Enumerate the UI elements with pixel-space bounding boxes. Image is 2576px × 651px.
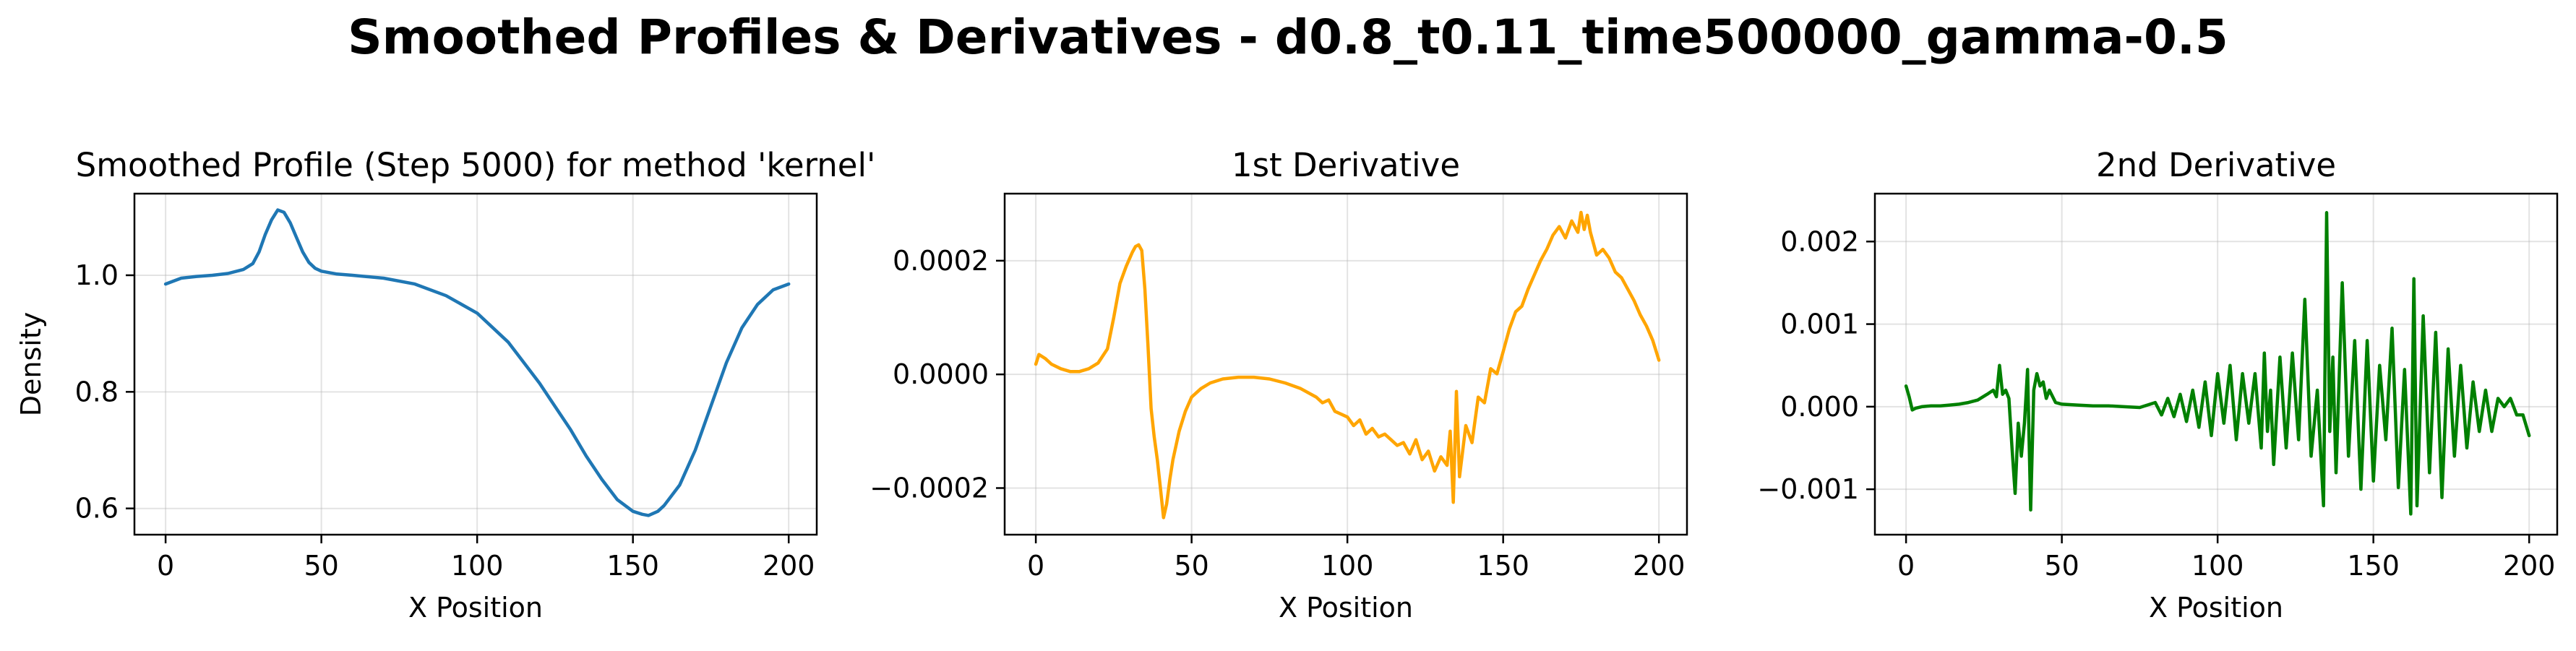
x-tick-label: 50 bbox=[2044, 550, 2079, 582]
x-tick-label: 100 bbox=[2191, 550, 2244, 582]
x-tick-label: 0 bbox=[157, 550, 174, 582]
subplot-title: 2nd Derivative bbox=[2096, 146, 2336, 184]
x-tick-label: 200 bbox=[763, 550, 815, 582]
x-tick-label: 100 bbox=[1321, 550, 1374, 582]
x-tick-label: 50 bbox=[1174, 550, 1208, 582]
subplot-2: 0 50 100 150 200 −0.0002 0.0000 0.0002 1st Deriv… bbox=[870, 146, 1688, 624]
x-axis-label: X Position bbox=[408, 592, 543, 624]
series-line bbox=[163, 208, 791, 517]
y-tick-label: 0.0002 bbox=[893, 245, 989, 277]
x-axis-label: X Position bbox=[1279, 592, 1413, 624]
x-tick-label: 0 bbox=[1897, 550, 1915, 582]
x-tick-label: 150 bbox=[606, 550, 659, 582]
x-tick-label: 150 bbox=[1477, 550, 1529, 582]
y-tick-label: 0.0000 bbox=[893, 358, 989, 390]
subplot-title: 1st Derivative bbox=[1232, 146, 1460, 184]
series-line bbox=[1904, 211, 2531, 516]
figure-suptitle: Smoothed Profiles & Derivatives - d0.8_t… bbox=[348, 9, 2228, 65]
subplot-title: Smoothed Profile (Step 5000) for method … bbox=[76, 146, 876, 184]
x-tick-label: 200 bbox=[1633, 550, 1686, 582]
x-tick-label: 50 bbox=[304, 550, 338, 582]
axes-frame bbox=[1003, 192, 1688, 536]
y-tick-label: 0.8 bbox=[75, 376, 119, 408]
y-axis-label: Density bbox=[15, 312, 47, 416]
x-tick-label: 100 bbox=[451, 550, 504, 582]
y-tick-label: 0.000 bbox=[1780, 391, 1859, 423]
axes-frame bbox=[1873, 192, 2559, 536]
y-tick-label: −0.001 bbox=[1757, 473, 1859, 505]
y-tick-label: −0.0002 bbox=[870, 472, 989, 504]
x-axis-label: X Position bbox=[2149, 592, 2283, 624]
x-tick-label: 0 bbox=[1027, 550, 1044, 582]
subplot-1: 0 50 100 150 200 0.6 0.8 1.0 Smoothed Profile (S… bbox=[15, 146, 875, 624]
subplot-3: 0 50 100 150 200 −0.001 0.000 0.001 0.002 2nd Der… bbox=[1757, 146, 2559, 624]
y-tick-label: 0.002 bbox=[1780, 225, 1859, 257]
y-tick-label: 0.6 bbox=[75, 493, 119, 525]
series-line bbox=[1034, 210, 1661, 519]
x-tick-label: 150 bbox=[2347, 550, 2400, 582]
axes-frame bbox=[133, 192, 818, 536]
subplot-panels: 0 50 100 150 200 0.6 0.8 1.0 Smoothed Profile (S… bbox=[15, 146, 2559, 624]
y-tick-label: 0.001 bbox=[1780, 309, 1859, 340]
x-tick-label: 200 bbox=[2503, 550, 2556, 582]
y-tick-label: 1.0 bbox=[75, 259, 119, 291]
